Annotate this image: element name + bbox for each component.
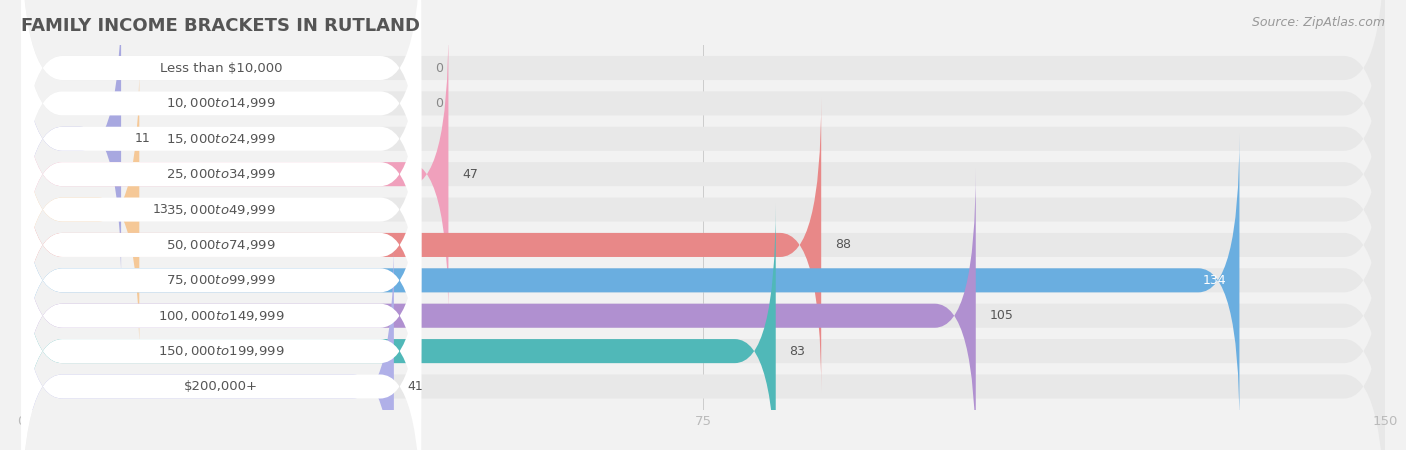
Text: 13: 13 xyxy=(153,203,169,216)
Text: $15,000 to $24,999: $15,000 to $24,999 xyxy=(166,132,276,146)
FancyBboxPatch shape xyxy=(21,63,139,357)
FancyBboxPatch shape xyxy=(21,0,1385,215)
Text: $100,000 to $149,999: $100,000 to $149,999 xyxy=(157,309,284,323)
Text: 83: 83 xyxy=(789,345,806,358)
Text: $25,000 to $34,999: $25,000 to $34,999 xyxy=(166,167,276,181)
FancyBboxPatch shape xyxy=(21,98,821,392)
Text: Source: ZipAtlas.com: Source: ZipAtlas.com xyxy=(1251,16,1385,29)
FancyBboxPatch shape xyxy=(21,0,1385,286)
FancyBboxPatch shape xyxy=(21,168,422,450)
Text: $10,000 to $14,999: $10,000 to $14,999 xyxy=(166,96,276,110)
Text: 105: 105 xyxy=(990,309,1014,322)
Text: $150,000 to $199,999: $150,000 to $199,999 xyxy=(157,344,284,358)
FancyBboxPatch shape xyxy=(21,168,976,450)
Text: 47: 47 xyxy=(463,168,478,180)
FancyBboxPatch shape xyxy=(21,0,422,251)
Text: 134: 134 xyxy=(1202,274,1226,287)
FancyBboxPatch shape xyxy=(21,0,1385,251)
FancyBboxPatch shape xyxy=(21,239,1385,450)
FancyBboxPatch shape xyxy=(21,133,422,427)
FancyBboxPatch shape xyxy=(21,0,121,286)
FancyBboxPatch shape xyxy=(21,239,422,450)
FancyBboxPatch shape xyxy=(21,63,422,357)
Text: FAMILY INCOME BRACKETS IN RUTLAND: FAMILY INCOME BRACKETS IN RUTLAND xyxy=(21,17,420,35)
Text: 88: 88 xyxy=(835,238,851,252)
FancyBboxPatch shape xyxy=(21,133,1385,427)
Text: $50,000 to $74,999: $50,000 to $74,999 xyxy=(166,238,276,252)
FancyBboxPatch shape xyxy=(21,239,394,450)
FancyBboxPatch shape xyxy=(21,27,1385,321)
FancyBboxPatch shape xyxy=(21,0,422,215)
FancyBboxPatch shape xyxy=(21,204,422,450)
Text: $75,000 to $99,999: $75,000 to $99,999 xyxy=(166,273,276,288)
Text: 11: 11 xyxy=(135,132,150,145)
FancyBboxPatch shape xyxy=(21,27,422,321)
Text: $35,000 to $49,999: $35,000 to $49,999 xyxy=(166,202,276,216)
FancyBboxPatch shape xyxy=(21,133,1240,427)
Text: 0: 0 xyxy=(434,97,443,110)
Text: Less than $10,000: Less than $10,000 xyxy=(160,62,283,75)
Text: 0: 0 xyxy=(434,62,443,75)
FancyBboxPatch shape xyxy=(21,98,1385,392)
FancyBboxPatch shape xyxy=(21,168,1385,450)
FancyBboxPatch shape xyxy=(21,27,449,321)
Text: $200,000+: $200,000+ xyxy=(184,380,259,393)
FancyBboxPatch shape xyxy=(21,204,776,450)
Text: 41: 41 xyxy=(408,380,423,393)
FancyBboxPatch shape xyxy=(21,204,1385,450)
FancyBboxPatch shape xyxy=(21,0,422,286)
FancyBboxPatch shape xyxy=(21,98,422,392)
FancyBboxPatch shape xyxy=(21,63,1385,357)
